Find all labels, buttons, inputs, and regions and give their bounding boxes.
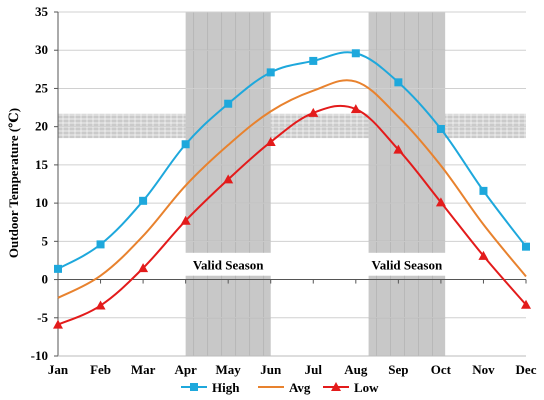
point-high xyxy=(394,78,403,87)
x-tick-label: May xyxy=(216,362,242,377)
point-high xyxy=(479,186,488,195)
x-tick-label: Nov xyxy=(472,362,495,377)
legend-label-low: Low xyxy=(354,380,379,395)
point-high xyxy=(522,242,530,251)
series-high xyxy=(54,49,530,273)
data-series xyxy=(53,49,531,329)
y-tick-label: 5 xyxy=(42,233,49,248)
y-tick-label: -5 xyxy=(37,310,48,325)
legend-label-avg: Avg xyxy=(289,380,311,395)
point-high xyxy=(139,196,148,205)
legend-label-high: High xyxy=(212,380,240,395)
gridlines xyxy=(58,11,526,357)
y-axis-title: Outdoor Temperature (℃) xyxy=(6,108,21,258)
legend-marker-low xyxy=(331,382,341,391)
season-label: Valid Season xyxy=(193,258,264,273)
valid-season-shading xyxy=(58,12,526,356)
series-avg xyxy=(57,79,527,299)
axes: -10 -5 0 5 10 15 20 25 30 35 Jan Feb Mar Apr May Jun Jul… xyxy=(31,4,537,377)
x-tick-label: Oct xyxy=(431,362,452,377)
point-high xyxy=(266,68,275,77)
y-tick-label: 30 xyxy=(35,42,48,57)
point-low xyxy=(393,144,404,154)
point-high xyxy=(309,56,318,65)
x-tick-label: Apr xyxy=(174,362,197,377)
point-low xyxy=(223,174,234,184)
x-tick-label: Jul xyxy=(305,362,323,377)
x-tick-label: Aug xyxy=(344,362,368,377)
point-high xyxy=(96,240,105,249)
x-tick-label: Mar xyxy=(131,362,156,377)
y-tick-label: -10 xyxy=(31,348,48,363)
series-low xyxy=(53,104,531,329)
point-low xyxy=(53,319,63,329)
point-low xyxy=(350,104,361,114)
season-shade-0 xyxy=(185,12,271,253)
point-low xyxy=(308,107,319,117)
series-line-high xyxy=(57,51,527,270)
season-shade-3 xyxy=(368,275,446,356)
point-low xyxy=(95,300,106,310)
x-tick-label: Dec xyxy=(516,362,537,377)
point-high xyxy=(436,124,445,133)
point-high xyxy=(351,49,360,58)
y-tick-label: 20 xyxy=(35,119,48,134)
season-shade-2 xyxy=(185,275,271,356)
y-tick-label: 35 xyxy=(35,4,49,19)
x-tick-label: Feb xyxy=(90,362,111,377)
y-tick-label: 0 xyxy=(42,272,49,287)
point-low xyxy=(435,197,446,207)
point-low xyxy=(180,215,191,225)
x-tick-label: Jan xyxy=(48,362,69,377)
legend: High Avg Low xyxy=(181,380,379,395)
point-low xyxy=(138,263,149,273)
season-label: Valid Season xyxy=(372,258,443,273)
y-tick-label: 10 xyxy=(35,195,48,210)
point-low xyxy=(521,299,531,309)
point-high xyxy=(181,140,190,149)
x-tick-label: Sep xyxy=(388,362,408,377)
chart-text: Outdoor Temperature (℃) Valid Season Vali… xyxy=(6,108,443,273)
point-low xyxy=(478,250,489,260)
x-tick-label: Jun xyxy=(260,362,282,377)
series-line-avg xyxy=(57,79,527,299)
series-line-low xyxy=(57,104,527,326)
legend-marker-high xyxy=(190,383,198,391)
point-high xyxy=(224,99,233,108)
point-low xyxy=(265,136,276,146)
y-tick-label: 25 xyxy=(35,80,49,95)
point-high xyxy=(54,264,62,273)
y-tick-label: 15 xyxy=(35,157,49,172)
season-shade-1 xyxy=(368,12,446,253)
